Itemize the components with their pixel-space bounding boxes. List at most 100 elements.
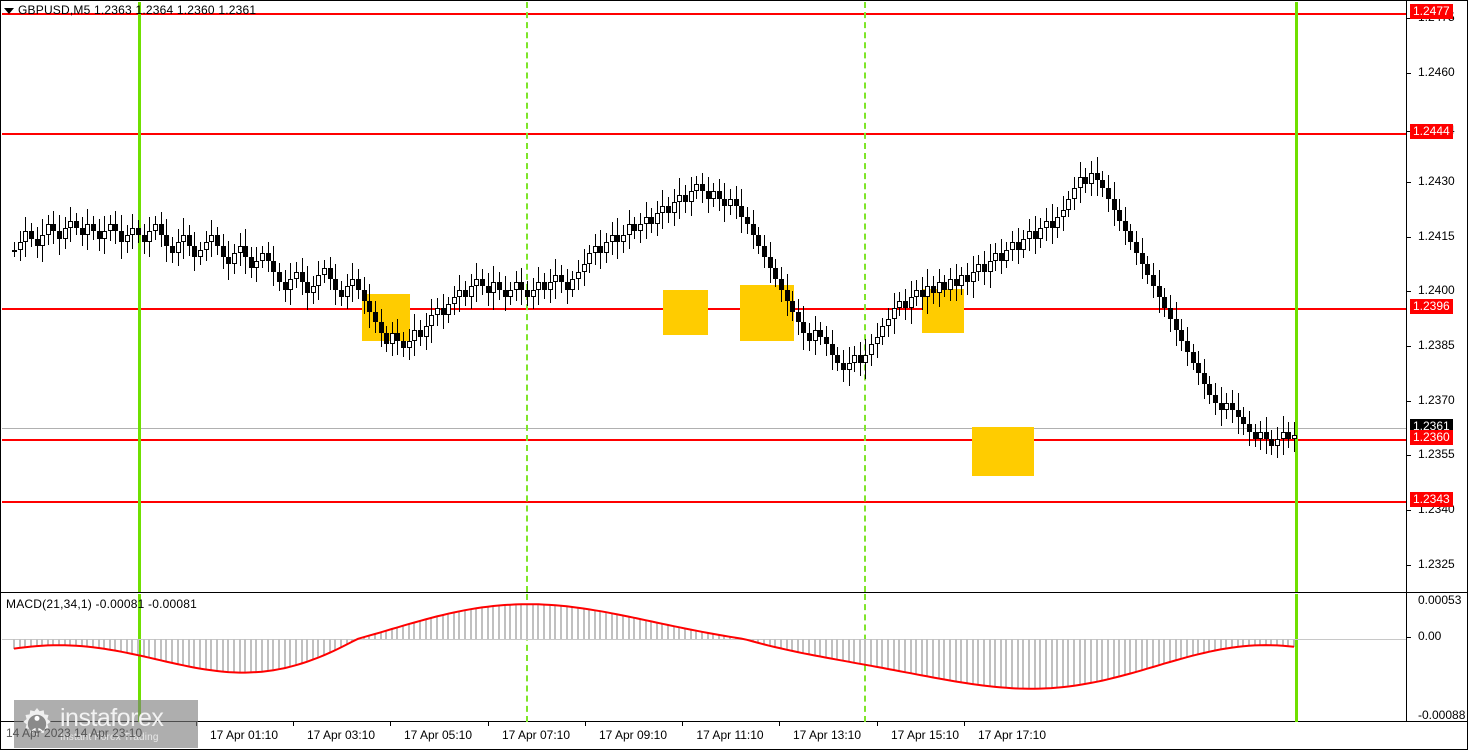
chart-dropdown-caret-icon[interactable] (4, 8, 14, 14)
macd-histogram-bar (1265, 639, 1267, 646)
macd-histogram-bar (1011, 639, 1013, 689)
price-marker-red[interactable]: 1.2396 (1410, 298, 1453, 314)
macd-histogram-bar (137, 639, 139, 656)
candle-body (694, 184, 699, 192)
candle-body (1157, 286, 1162, 297)
candle-body (875, 337, 880, 345)
candle-body (446, 304, 451, 316)
price-marker-red[interactable]: 1.2360 (1410, 430, 1453, 446)
chart-highlight-box[interactable] (972, 427, 1034, 476)
candle-body (232, 253, 237, 265)
price-level-line[interactable] (2, 13, 1407, 15)
session-divider-line[interactable] (1295, 594, 1298, 722)
macd-histogram-bar (447, 613, 449, 639)
macd-histogram-bar (1067, 639, 1069, 687)
candle-body (412, 329, 417, 341)
macd-histogram-bar (1045, 639, 1047, 689)
candle-body (23, 231, 28, 243)
macd-histogram-bar (109, 639, 111, 650)
candle-body (722, 198, 727, 206)
macd-histogram-bar (1208, 639, 1210, 652)
candle-body (841, 362, 846, 370)
symbol-header-label: GBPUSD,M5 1.2363 1.2364 1.2360 1.2361 (18, 3, 257, 17)
price-axis-label: 1.2325 (1418, 556, 1455, 571)
macd-histogram-bar (864, 639, 866, 665)
price-level-line[interactable] (2, 133, 1407, 135)
candle-body (1292, 435, 1297, 440)
candle-body (395, 333, 400, 341)
chart-highlight-box[interactable] (663, 290, 708, 335)
candle-body (238, 246, 243, 254)
candle-body (1140, 253, 1145, 265)
macd-histogram-bar (1034, 639, 1036, 689)
candle-body (294, 271, 299, 279)
candle-body (914, 289, 919, 297)
macd-histogram-bar (802, 639, 804, 654)
candle-body (1185, 340, 1190, 352)
candle-body (164, 235, 169, 246)
price-level-line[interactable] (2, 501, 1407, 503)
price-level-line[interactable] (2, 439, 1407, 441)
macd-histogram-bar (222, 639, 224, 672)
candle-body (1236, 409, 1241, 418)
price-chart-pane[interactable] (0, 0, 1468, 592)
price-plot-area[interactable] (2, 2, 1407, 592)
candle-body (356, 278, 361, 290)
session-divider-line[interactable] (138, 2, 141, 592)
price-marker-red[interactable]: 1.2343 (1410, 491, 1453, 507)
price-axis-tick (1407, 131, 1411, 133)
macd-axis-label: -0.00088 (1418, 708, 1466, 722)
candle-body (700, 184, 705, 192)
macd-histogram-bar (622, 615, 624, 639)
candle-body (1286, 431, 1291, 440)
macd-histogram-bar (131, 639, 133, 654)
macd-indicator-pane[interactable] (0, 592, 1468, 722)
macd-histogram-bar (481, 607, 483, 639)
macd-histogram-bar (126, 639, 128, 653)
macd-histogram-bar (233, 639, 235, 673)
candle-body (221, 246, 226, 257)
macd-histogram-bar (763, 639, 765, 645)
macd-histogram-bar (436, 616, 438, 639)
candle-body (621, 235, 626, 243)
candle-body (35, 238, 40, 246)
candle-body (1281, 431, 1286, 440)
candle-body (226, 256, 231, 265)
macd-histogram-bar (842, 639, 844, 661)
macd-histogram-bar (549, 604, 551, 639)
candle-body (1112, 198, 1117, 210)
macd-histogram-bar (86, 639, 88, 647)
macd-histogram-bar (1175, 639, 1177, 661)
candle-body (119, 231, 124, 243)
macd-histogram-bar (673, 626, 675, 639)
candle-body (514, 282, 519, 290)
macd-histogram-bar (943, 639, 945, 680)
candle-body (672, 202, 677, 214)
logo-tagline: Instant Forex Trading (60, 731, 159, 743)
candle-body (176, 242, 181, 254)
candle-body (1224, 402, 1229, 410)
macd-histogram-bar (887, 639, 889, 669)
candle-body (209, 235, 214, 243)
macd-histogram-bar (599, 611, 601, 639)
candle-body (971, 271, 976, 283)
price-marker-red[interactable]: 1.2477 (1410, 3, 1453, 19)
candle-body (1027, 231, 1032, 239)
time-axis-label: 17 Apr 01:10 (209, 728, 279, 742)
time-axis-tick (964, 722, 965, 726)
candle-body (677, 195, 682, 203)
session-divider-line[interactable] (1295, 2, 1298, 592)
price-marker-red[interactable]: 1.2444 (1410, 124, 1453, 140)
session-divider-line[interactable] (526, 594, 528, 722)
candle-body (1202, 373, 1207, 385)
macd-histogram-bar (396, 627, 398, 639)
macd-histogram-bar (1017, 639, 1019, 689)
macd-plot-area[interactable] (2, 594, 1407, 722)
macd-histogram-bar (205, 639, 207, 670)
price-axis-tick (1407, 291, 1411, 293)
candle-body (108, 224, 113, 232)
session-divider-line[interactable] (864, 2, 866, 592)
session-divider-line[interactable] (138, 594, 141, 722)
macd-histogram-bar (977, 639, 979, 685)
candle-body (1241, 417, 1246, 425)
